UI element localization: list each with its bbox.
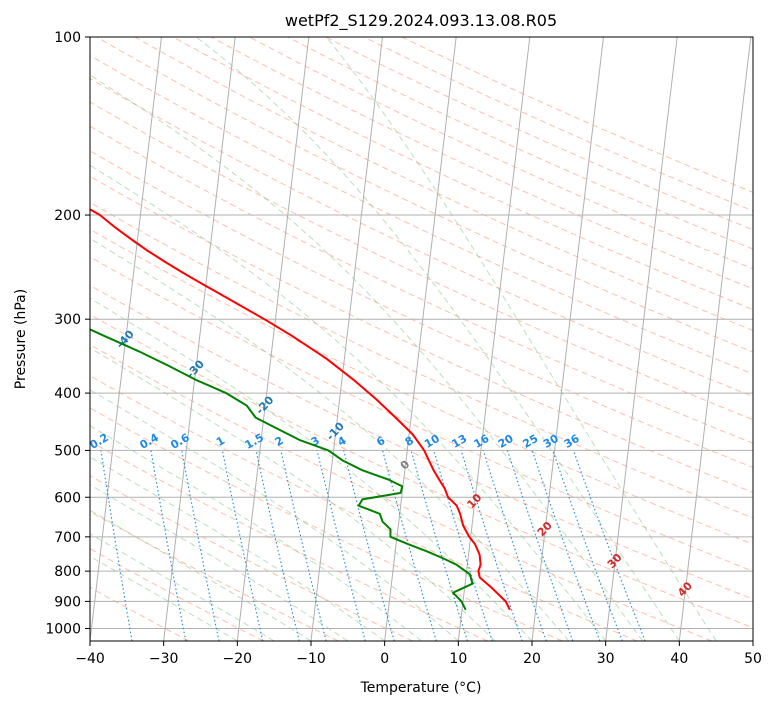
pressure-grid — [90, 37, 753, 629]
mixing-ratio-line — [410, 450, 469, 641]
isotherms — [90, 37, 753, 641]
isotherm-label: -50 — [45, 287, 68, 311]
mixing-ratio-line — [100, 450, 133, 641]
dry-adiabat-line — [90, 313, 753, 629]
mixing-ratio-line — [506, 450, 574, 641]
moist-adiabat-line — [90, 347, 496, 641]
mixing-ratio-line — [255, 450, 300, 641]
x-tick-label: 30 — [597, 651, 615, 667]
chart-title: wetPf2_S129.2024.093.13.08.R05 — [285, 11, 557, 31]
isotherm-line — [310, 37, 383, 641]
mixing-ratio-line — [150, 450, 187, 641]
dry-adiabat-line — [90, 54, 753, 375]
x-tick-label: 10 — [449, 651, 467, 667]
temperature-profile-line — [90, 208, 511, 611]
moist-adiabat-line — [326, 37, 717, 641]
x-tick-label: 20 — [523, 651, 541, 667]
moist-adiabat-line — [90, 484, 349, 641]
y-tick-label: 900 — [54, 594, 81, 610]
moist-adiabat-line — [90, 297, 533, 641]
dry-adiabat-line — [90, 77, 753, 398]
x-tick-label: 0 — [380, 651, 389, 667]
moist-adiabat-line — [90, 237, 570, 641]
x-tick-label: −40 — [75, 651, 105, 667]
mixing-ratio-line — [181, 450, 220, 641]
plot-area — [90, 37, 753, 641]
plot-frame — [89, 36, 754, 642]
x-tick-label: −10 — [296, 651, 326, 667]
moist-adiabat-line — [90, 533, 275, 641]
moist-adiabats — [90, 37, 717, 641]
mixing-ratio-line — [433, 450, 493, 641]
dry-adiabat-line — [90, 228, 753, 545]
mixing-ratio-lines — [100, 450, 646, 641]
isotherm-line — [531, 37, 604, 641]
dry-adiabat-line — [287, 37, 753, 250]
x-tick-label: −20 — [223, 651, 253, 667]
mixing-ratio-line — [221, 450, 264, 641]
dry-adiabat-line — [90, 510, 339, 641]
dry-adiabat-line — [134, 37, 753, 332]
y-axis-ticks: 100 200 300 400 500 600 700 800 900 1000 — [45, 30, 90, 637]
x-axis-ticks: −40 −30 −20 −10 0 10 20 30 40 50 — [75, 641, 762, 667]
y-axis-label: Pressure (hPa) — [13, 289, 29, 389]
mixing-ratio-line — [460, 450, 523, 641]
isotherm-line — [90, 37, 162, 641]
mixing-ratio-line — [382, 450, 437, 641]
dry-adiabat-line — [96, 37, 753, 353]
x-tick-label: 40 — [670, 651, 688, 667]
isotherm-line — [236, 37, 310, 641]
dry-adiabat-line — [90, 407, 563, 641]
dry-adiabat-line — [90, 125, 753, 444]
dry-adiabat-line — [90, 284, 753, 600]
sounding-profiles — [90, 208, 511, 611]
moist-adiabat-line — [195, 37, 680, 641]
isotherm-line — [605, 37, 678, 641]
dry-adiabat-line — [363, 37, 753, 212]
isotherm-line — [457, 37, 531, 641]
isotherm-line — [163, 37, 236, 641]
y-tick-label: 300 — [54, 312, 81, 328]
moist-adiabat-line — [90, 74, 643, 641]
mixing-ratio-line — [531, 450, 601, 641]
dry-adiabat-line — [325, 37, 753, 231]
dry-adiabat-line — [210, 37, 753, 290]
dry-adiabat-line — [90, 101, 753, 421]
mixing-ratio-line — [343, 450, 395, 641]
dry-adiabat-line — [249, 37, 753, 270]
dry-adiabat-line — [172, 37, 753, 311]
dry-adiabat-line — [90, 440, 488, 641]
mixing-ratio-line — [482, 450, 547, 641]
moist-adiabat-line — [90, 389, 459, 641]
isotherm-line — [678, 37, 752, 641]
y-tick-label: 500 — [54, 443, 81, 459]
y-tick-label: 800 — [54, 564, 81, 580]
y-tick-label: 400 — [54, 386, 81, 402]
y-tick-label: 600 — [54, 490, 81, 506]
isotherm-line — [752, 636, 753, 641]
y-tick-label: 200 — [54, 208, 81, 224]
x-axis-label: Temperature (°C) — [360, 680, 482, 696]
y-tick-label: 700 — [54, 530, 81, 546]
dry-adiabats — [90, 37, 753, 641]
x-tick-label: 50 — [744, 651, 762, 667]
mixing-ratio-line — [280, 450, 327, 641]
moist-adiabat-line — [90, 456, 385, 641]
y-tick-label: 100 — [54, 30, 81, 46]
mixing-ratio-line — [552, 450, 623, 641]
mixing-ratio-line — [316, 450, 366, 641]
moist-adiabat-line — [90, 425, 422, 641]
x-tick-label: −30 — [149, 651, 179, 667]
y-tick-label: 1000 — [45, 621, 81, 637]
dry-adiabat-line — [401, 37, 753, 193]
dewpoint-profile-line — [90, 328, 474, 611]
